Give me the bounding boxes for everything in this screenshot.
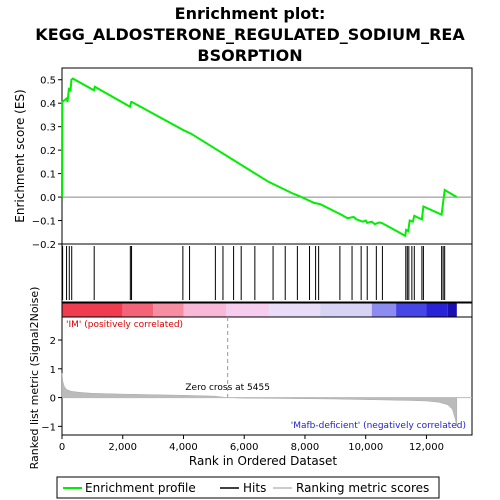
negative-correlation-label: 'Mafb-deficient' (negatively correlated) [291, 421, 466, 431]
x-tick-label: 2,000 [108, 442, 137, 453]
es-y-tick-label: −0.1 [32, 217, 56, 228]
x-tick-label: 12,000 [409, 442, 444, 453]
es-y-tick-label: 0.2 [40, 146, 56, 157]
chart-title-line-2: KEGG_ALDOSTERONE_REGULATED_SODIUM_REA [35, 25, 465, 44]
rank-colorbar [62, 303, 457, 317]
hit-lines [62, 246, 446, 300]
chart-title-line-3: BSORPTION [197, 46, 302, 65]
es-y-axis-label: Enrichment score (ES) [13, 89, 27, 222]
metric-y-tick-label: 1 [50, 365, 56, 376]
metric-y-tick-label: 0 [50, 394, 56, 405]
x-ticks: 0 2,000 4,000 6,000 8,000 10,000 12,000 [59, 435, 444, 453]
colorbar-segment [447, 303, 457, 317]
positive-correlation-label: 'IM' (positively correlated) [66, 320, 183, 330]
colorbar-segment [396, 303, 427, 317]
hits-panel-frame [61, 243, 473, 303]
colorbar-segment [268, 303, 321, 317]
zero-cross-annotation: Zero cross at 5455 [185, 383, 270, 393]
colorbar-segment [426, 303, 448, 317]
ranking-metric-area [61, 373, 458, 427]
hits-panel [61, 243, 473, 303]
es-y-tick-label: 0.5 [40, 76, 56, 87]
colorbar-segment [320, 303, 372, 317]
colorbar-segment [371, 303, 397, 317]
es-y-tick-label: −0.2 [32, 240, 56, 251]
x-tick-label: 4,000 [169, 442, 198, 453]
es-y-tick-label: 0.3 [40, 123, 56, 134]
colorbar-segment [62, 303, 123, 317]
es-panel-frame [61, 67, 473, 245]
legend-hits-label: Hits [243, 481, 266, 495]
x-tick-label: 0 [59, 442, 65, 453]
metric-y-tick-label: 2 [50, 336, 56, 347]
chart-title-line-1: Enrichment plot: [175, 4, 326, 23]
legend-enrichment-label: Enrichment profile [85, 481, 196, 495]
legend: Enrichment profile Hits Ranking metric s… [56, 476, 440, 499]
legend-metric-label: Ranking metric scores [296, 481, 429, 495]
legend-frame [56, 476, 440, 499]
es-panel: −0.2 −0.1 0.0 0.1 0.2 0.3 0.4 0.5 [32, 67, 473, 251]
x-axis-label: Rank in Ordered Dataset [189, 454, 337, 468]
metric-y-axis-label: Ranked list metric (Signal2Noise) [28, 287, 41, 470]
colorbar-segment [183, 303, 226, 317]
es-y-tick-label: 0.4 [40, 99, 56, 110]
es-y-tick-label: 0.1 [40, 170, 56, 181]
es-y-tick-label: 0.0 [40, 193, 56, 204]
metric-y-tick-label: −1 [41, 422, 56, 433]
x-tick-label: 8,000 [291, 442, 320, 453]
colorbar-segment [226, 303, 269, 317]
x-tick-label: 10,000 [348, 442, 383, 453]
es-y-ticks: −0.2 −0.1 0.0 0.1 0.2 0.3 0.4 0.5 [32, 76, 62, 251]
colorbar-segment [153, 303, 184, 317]
x-tick-label: 6,000 [230, 442, 259, 453]
enrichment-profile-line [61, 77, 458, 238]
metric-y-ticks: −1 0 1 2 [41, 336, 62, 433]
colorbar-segment [122, 303, 154, 317]
metric-panel-frame [61, 316, 473, 436]
